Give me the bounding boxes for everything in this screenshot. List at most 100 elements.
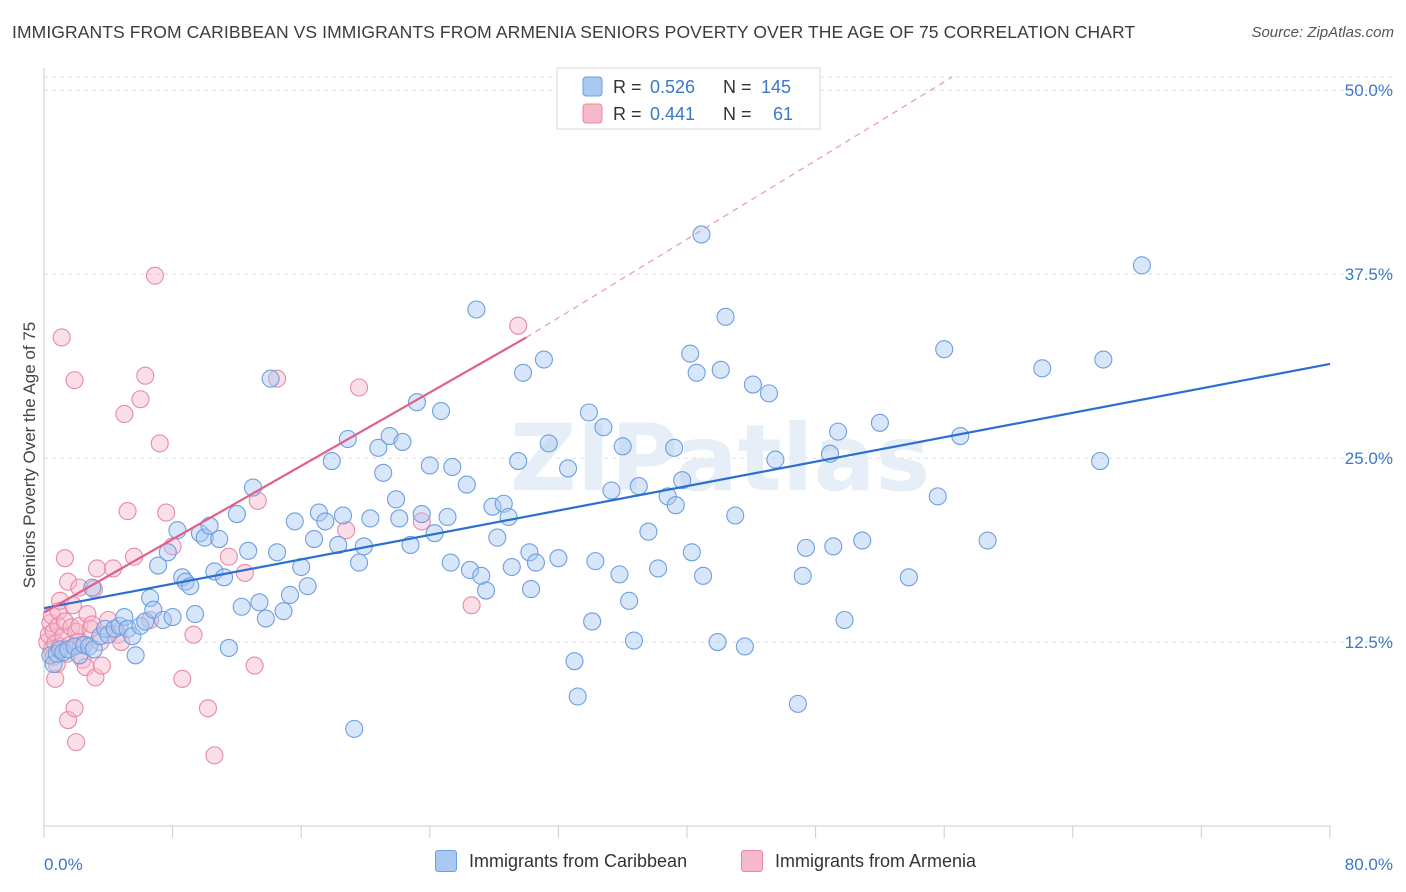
armenia-point <box>136 366 155 385</box>
caribbean-point <box>639 522 658 541</box>
data-points <box>38 225 1151 765</box>
armenia-point <box>157 503 176 522</box>
legend-r-label: R = <box>613 104 642 124</box>
caribbean-point <box>186 605 205 624</box>
caribbean-swatch <box>435 850 457 872</box>
armenia-point <box>87 559 107 578</box>
caribbean-point <box>401 535 420 554</box>
caribbean-point <box>682 543 701 562</box>
caribbean-point <box>711 360 730 379</box>
armenia-point <box>462 596 481 615</box>
caribbean-point <box>250 593 269 612</box>
caribbean-point <box>687 363 706 382</box>
armenia-point <box>173 669 192 688</box>
caribbean-point <box>673 471 692 490</box>
caribbean-point <box>743 375 762 394</box>
caribbean-point <box>126 646 145 665</box>
caribbean-point <box>369 438 388 457</box>
watermark: ZIPatlas <box>510 405 930 512</box>
caribbean-point <box>361 509 380 528</box>
caribbean-point <box>935 340 954 359</box>
caribbean-point <box>443 457 462 477</box>
caribbean-point <box>502 557 521 577</box>
caribbean-point <box>692 225 711 244</box>
caribbean-point <box>549 549 568 568</box>
armenia-point <box>350 378 369 397</box>
armenia-point <box>115 404 134 424</box>
caribbean-point <box>412 504 431 524</box>
armenia-point <box>52 328 71 347</box>
caribbean-point <box>232 597 251 616</box>
caribbean-point <box>509 452 528 471</box>
caribbean-point <box>665 438 684 457</box>
caribbean-point <box>316 512 335 531</box>
chart-title: IMMIGRANTS FROM CARIBBEAN VS IMMIGRANTS … <box>12 22 1136 42</box>
caribbean-point <box>393 432 412 451</box>
caribbean-point <box>441 553 460 572</box>
caribbean-point <box>586 552 605 571</box>
caribbean-point <box>499 507 518 527</box>
armenia-point <box>78 605 97 624</box>
armenia-point <box>86 668 105 687</box>
caribbean-point <box>796 538 816 557</box>
caribbean-point <box>298 577 317 596</box>
caribbean-point <box>824 537 843 556</box>
y-tick-label: 50.0% <box>1345 81 1393 100</box>
caribbean-trend-line <box>43 362 1331 610</box>
caribbean-point <box>488 528 507 547</box>
axes: 12.5% 25.0% 37.5% 50.0% 0.0% 80.0% <box>43 68 1393 874</box>
legend-r-label: R = <box>613 77 642 97</box>
caribbean-point <box>539 434 558 453</box>
armenia-point <box>59 711 78 730</box>
source-label: Source: ZipAtlas.com <box>1251 24 1394 41</box>
caribbean-point <box>928 487 947 506</box>
caribbean-point <box>141 588 160 607</box>
caribbean-point <box>526 553 545 572</box>
caribbean-point <box>390 509 409 528</box>
caribbean-point <box>214 568 234 587</box>
caribbean-point <box>558 459 578 478</box>
armenia-point <box>412 512 431 531</box>
armenia-point <box>235 563 254 582</box>
caribbean-point <box>666 496 685 515</box>
caribbean-point <box>227 504 246 524</box>
caribbean-point <box>708 633 727 652</box>
caribbean-point <box>1132 256 1151 275</box>
caribbean-point <box>305 530 324 549</box>
legend-label-armenia: Immigrants from Armenia <box>775 850 977 871</box>
caribbean-point <box>1091 452 1110 471</box>
stats-legend: R = 0.526 N = 145 R = 0.441 N = 61 <box>556 67 821 130</box>
caribbean-point <box>568 687 587 706</box>
caribbean-point <box>1094 350 1113 369</box>
caribbean-point <box>978 531 997 550</box>
caribbean-point <box>333 506 353 525</box>
caribbean-point <box>766 450 785 469</box>
caribbean-point <box>870 413 889 432</box>
legend-n-value: 61 <box>773 104 793 124</box>
caribbean-point <box>477 581 496 600</box>
caribbean-point <box>835 610 854 630</box>
legend-r-value: 0.526 <box>650 77 695 97</box>
caribbean-point <box>457 475 476 494</box>
caribbean-point <box>163 607 182 627</box>
caribbean-point <box>268 543 287 562</box>
caribbean-point <box>467 300 486 319</box>
caribbean-point <box>583 612 602 631</box>
legend-item-armenia: Immigrants from Armenia <box>741 850 976 872</box>
legend-label-caribbean: Immigrants from Caribbean <box>469 850 688 871</box>
caribbean-point <box>280 585 299 605</box>
y-tick-label: 25.0% <box>1345 449 1393 468</box>
caribbean-point <box>788 694 807 713</box>
caribbean-point <box>594 418 613 437</box>
caribbean-point <box>256 609 275 628</box>
y-tick-label: 37.5% <box>1345 265 1393 284</box>
caribbean-point <box>735 637 754 656</box>
caribbean-point <box>613 437 632 456</box>
caribbean-point <box>829 422 848 441</box>
legend-n-value: 145 <box>761 77 791 97</box>
caribbean-point <box>483 497 502 516</box>
caribbean-point <box>210 530 229 549</box>
armenia-point <box>205 746 224 765</box>
caribbean-point <box>565 652 584 671</box>
caribbean-point <box>432 401 451 421</box>
